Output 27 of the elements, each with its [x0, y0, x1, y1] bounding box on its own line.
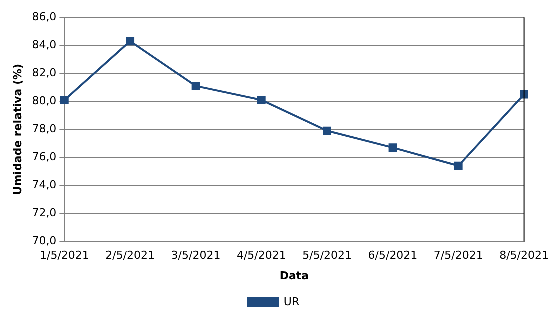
- y-tick-label: 78,0: [32, 122, 57, 136]
- y-tick-label: 70,0: [32, 234, 57, 248]
- x-tick-label: 1/5/2021: [40, 249, 90, 262]
- x-tick-label: 5/5/2021: [302, 249, 352, 262]
- y-tick-label: 74,0: [32, 178, 57, 192]
- y-tick-label: 82,0: [32, 66, 57, 80]
- x-tick-label: 2/5/2021: [106, 249, 156, 262]
- y-tick-label: 76,0: [32, 150, 57, 164]
- x-tick-label: 6/5/2021: [368, 249, 418, 262]
- point: [257, 96, 266, 104]
- point: [388, 144, 398, 152]
- point: [126, 37, 135, 46]
- x-tick-label: 7/5/2021: [434, 249, 484, 262]
- y-tick-label: 86,0: [32, 10, 57, 24]
- point: [520, 90, 528, 99]
- point: [454, 162, 463, 170]
- x-tick-label: 3/5/2021: [171, 249, 221, 262]
- point: [323, 126, 332, 136]
- y-tick-label: 72,0: [32, 206, 57, 220]
- y-tick-label: 84,0: [32, 38, 57, 52]
- x-tick-label: 8/5/2021: [500, 249, 549, 262]
- point: [192, 82, 200, 90]
- y-tick-label: 80,0: [32, 94, 57, 108]
- x-tick-label: 4/5/2021: [236, 249, 286, 262]
- y-axis-title: Umidade relativa (%): [11, 64, 24, 196]
- x-axis-title: Data: [280, 269, 310, 282]
- legend-label: UR: [284, 295, 300, 308]
